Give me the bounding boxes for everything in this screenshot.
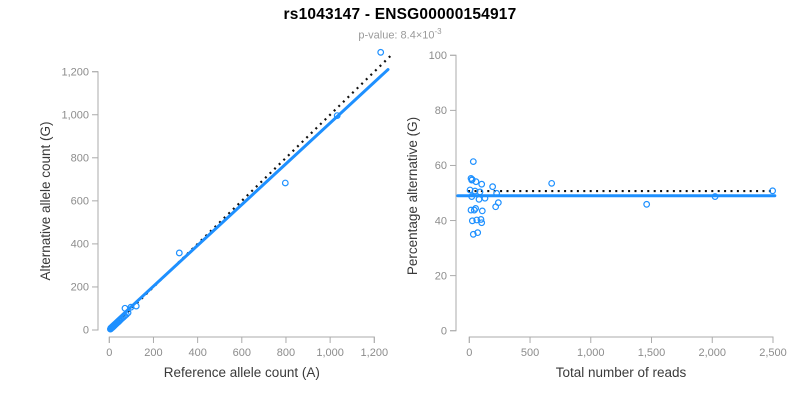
data-point[interactable]: [643, 200, 651, 208]
data-point[interactable]: [472, 205, 480, 212]
y-tick-label: 1,000: [61, 109, 89, 121]
y-tick-label: 200: [71, 282, 89, 294]
x-axis-title: Reference allele count (A): [164, 365, 320, 380]
data-point[interactable]: [492, 203, 500, 211]
x-axis-title: Total number of reads: [556, 365, 687, 380]
allele-counts-plot: 0 200 400 600 800 1,000 1,200 0 200 400 600 800 1,00…: [38, 48, 394, 380]
y-tick-label: 800: [71, 153, 89, 165]
data-point[interactable]: [711, 193, 719, 200]
data-point[interactable]: [769, 187, 777, 195]
y-tick-label: 100: [429, 50, 447, 62]
x-tick-label: 1,500: [638, 347, 666, 359]
allele-counts-points: [107, 48, 385, 333]
data-point[interactable]: [132, 302, 140, 310]
data-point[interactable]: [493, 189, 501, 197]
fit-line: [107, 68, 390, 329]
x-tick-label: 600: [233, 347, 251, 359]
y-tick-label: 60: [435, 160, 447, 172]
data-point[interactable]: [473, 216, 481, 224]
x-tick-label: 1,000: [577, 347, 605, 359]
data-point[interactable]: [121, 304, 129, 312]
y-axis-line: [450, 54, 457, 332]
data-point[interactable]: [281, 179, 289, 187]
x-tick-label: 0: [466, 347, 472, 359]
data-point[interactable]: [489, 183, 497, 191]
x-tick-label: 200: [144, 347, 162, 359]
data-point[interactable]: [469, 230, 477, 238]
x-tick-label: 0: [106, 347, 112, 359]
x-axis: [468, 336, 774, 343]
y-axis-title: Percentage alternative (G): [405, 117, 420, 275]
data-point[interactable]: [468, 193, 476, 200]
y-axis-title: Alternative allele count (G): [38, 121, 53, 280]
data-point[interactable]: [469, 158, 477, 166]
x-tick-label: 1,000: [316, 347, 344, 359]
data-point[interactable]: [478, 207, 486, 215]
data-point[interactable]: [470, 206, 478, 214]
data-point[interactable]: [475, 195, 483, 203]
data-point[interactable]: [124, 309, 132, 317]
y-axis: [92, 71, 99, 331]
y-axis: [450, 54, 457, 332]
x-axis-line: [468, 336, 774, 343]
data-point[interactable]: [477, 216, 485, 223]
data-point[interactable]: [474, 229, 482, 237]
x-tick-label: 500: [521, 347, 539, 359]
data-point[interactable]: [468, 217, 476, 225]
x-tick-label: 800: [277, 347, 295, 359]
y-tick-label: 0: [83, 325, 89, 337]
y-tick-label: 20: [435, 270, 447, 282]
y-tick-label: 1,200: [61, 66, 89, 78]
y-tick-label: 400: [71, 239, 89, 251]
y-tick-label: 600: [71, 196, 89, 208]
data-point[interactable]: [478, 219, 486, 227]
percentage-alternative-plot: 0 20 40 60 80 100 0 500 1,000 1,500 2,000 2,500 Tota…: [405, 50, 787, 380]
data-point[interactable]: [333, 112, 341, 120]
data-point[interactable]: [478, 180, 486, 188]
y-tick-label: 40: [435, 215, 447, 227]
data-point[interactable]: [377, 48, 385, 56]
percentage-alternative-points: [466, 158, 777, 238]
x-tick-label: 2,500: [759, 347, 787, 359]
data-point[interactable]: [122, 311, 130, 318]
y-tick-label: 80: [435, 105, 447, 117]
data-point[interactable]: [175, 249, 183, 257]
data-point[interactable]: [481, 194, 489, 202]
y-tick-label: 0: [441, 325, 447, 337]
data-point[interactable]: [476, 188, 484, 196]
x-tick-label: 1,200: [361, 347, 389, 359]
x-tick-label: 2,000: [698, 347, 726, 359]
x-axis: [108, 336, 375, 343]
data-point[interactable]: [548, 179, 556, 187]
data-point[interactable]: [472, 178, 480, 186]
x-tick-label: 400: [188, 347, 206, 359]
